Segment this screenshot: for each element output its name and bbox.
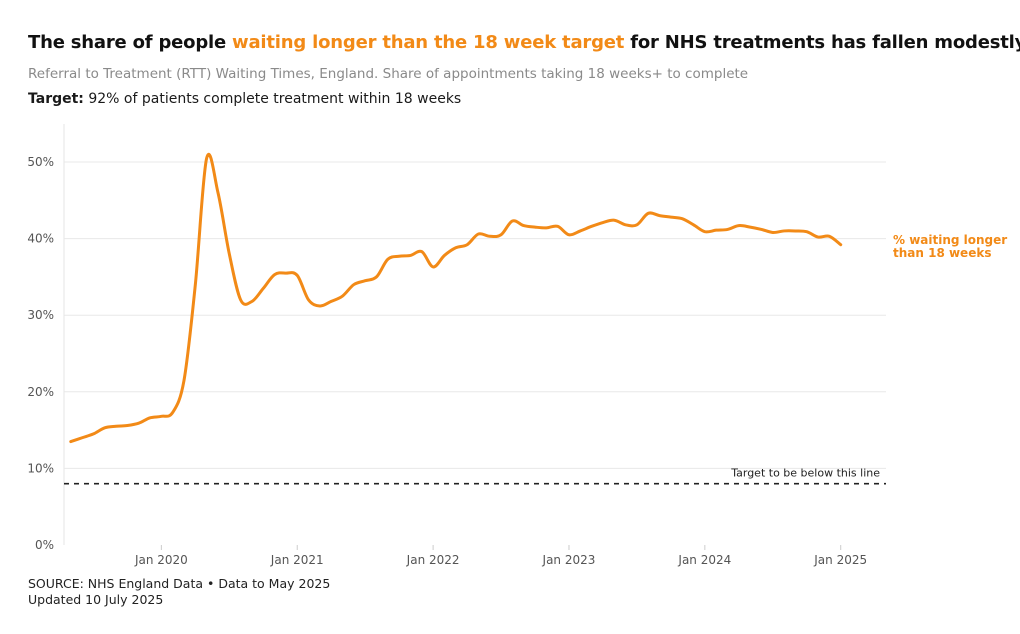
y-tick-label: 10%	[27, 461, 54, 475]
title-highlight: waiting longer than the 18 week target	[232, 32, 625, 53]
target-line-label: Target to be below this line	[730, 467, 880, 480]
x-tick-label: Jan 2023	[542, 553, 596, 567]
y-tick-label: 20%	[27, 385, 54, 399]
x-tick-label: Jan 2020	[134, 553, 188, 567]
title-part: The share of people	[28, 32, 233, 53]
y-tick-label: 40%	[27, 232, 54, 246]
y-tick-label: 50%	[27, 155, 54, 169]
x-tick-label: Jan 2021	[270, 553, 324, 567]
x-tick-label: Jan 2025	[813, 553, 867, 567]
x-tick-label: Jan 2024	[677, 553, 731, 567]
series-label-line: % waiting longer	[893, 233, 1007, 247]
y-tick-label: 0%	[35, 538, 54, 552]
updated-note: Updated 10 July 2025	[28, 592, 164, 607]
target-note-text: 92% of patients complete treatment withi…	[83, 91, 462, 107]
series-line	[69, 153, 843, 444]
chart-title: The share of people waiting longer than …	[28, 32, 1020, 53]
x-tick-label: Jan 2022	[406, 553, 460, 567]
chart-subtitle: Referral to Treatment (RTT) Waiting Time…	[28, 66, 749, 82]
target-note: Target: 92% of patients complete treatme…	[28, 91, 461, 107]
series-label-line: than 18 weeks	[893, 246, 991, 260]
title-part: for NHS treatments has fallen modestly	[624, 32, 1020, 53]
series-label: % waiting longer than 18 weeks	[893, 233, 1007, 260]
chart-footer: SOURCE: NHS England Data • Data to May 2…	[28, 576, 330, 608]
target-note-label: Target:	[28, 91, 84, 107]
y-tick-label: 30%	[27, 308, 54, 322]
source-note: SOURCE: NHS England Data • Data to May 2…	[28, 576, 331, 591]
